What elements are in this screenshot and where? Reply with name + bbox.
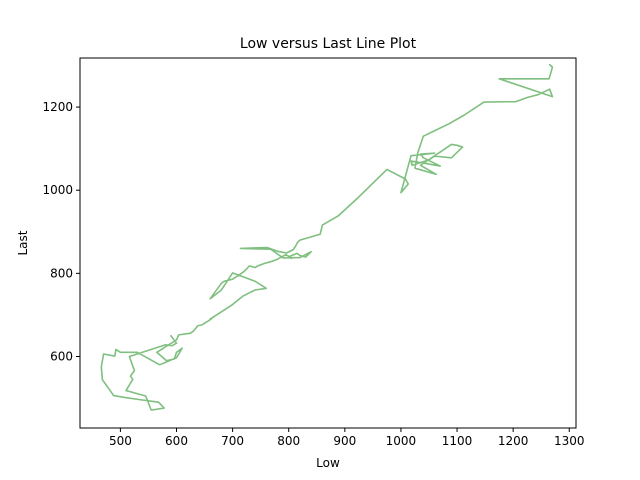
y-tick-label: 1200 [42,100,73,114]
y-tick-label: 800 [50,266,73,280]
plot-frame [79,57,577,429]
y-tick-label: 600 [50,349,73,363]
y-axis-ticks: 600 800 1000 1200 [42,100,80,363]
y-tick-label: 1000 [42,183,73,197]
x-tick-label: 1000 [386,434,417,448]
chart-title: Low versus Last Line Plot [240,36,417,52]
x-tick-label: 500 [109,434,132,448]
x-tick-label: 600 [165,434,188,448]
y-axis-label: Last [16,230,30,255]
x-axis-label: Low [316,456,340,470]
x-axis-ticks: 500 600 700 800 900 1000 1100 1200 1300 [109,428,585,448]
x-tick-label: 900 [333,434,356,448]
x-tick-label: 1100 [442,434,473,448]
plot-area [100,63,554,411]
x-tick-label: 1300 [554,434,585,448]
x-tick-label: 800 [277,434,300,448]
series-line [100,63,554,411]
x-tick-label: 700 [221,434,244,448]
x-tick-label: 1200 [498,434,529,448]
